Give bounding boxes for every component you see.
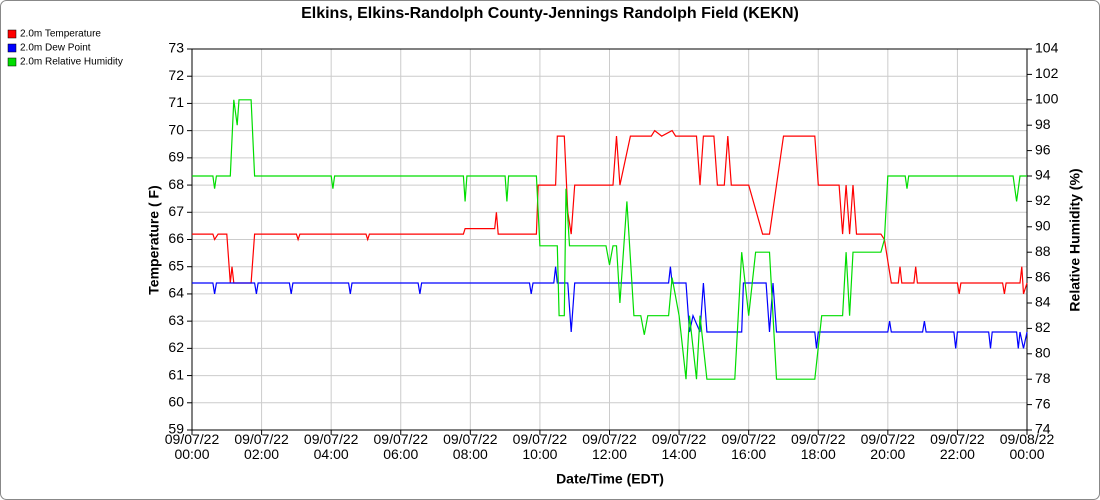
chart-title: Elkins, Elkins-Randolph County-Jennings … — [301, 5, 799, 22]
y-tick-label: 64 — [168, 285, 184, 301]
y-tick-label: 62 — [168, 339, 184, 355]
legend-swatch — [7, 29, 17, 39]
legend-label: 2.0m Temperature — [20, 29, 101, 40]
y2-tick-label: 96 — [1035, 141, 1051, 157]
y2-axis-label: Relative Humidity (%) — [1067, 168, 1083, 311]
x-tick-label: 09/07/22 04:00 — [303, 431, 359, 462]
x-tick-label: 09/07/22 20:00 — [860, 431, 916, 462]
y2-tick-label: 78 — [1035, 370, 1051, 386]
series-line — [192, 266, 1028, 349]
y-tick-label: 63 — [168, 312, 184, 328]
x-axis-label: Date/Time (EDT) — [556, 471, 664, 487]
y-axis-label: Temperature ( F) — [146, 185, 162, 294]
x-tick-label: 09/07/22 14:00 — [651, 431, 707, 462]
y-tick-label: 68 — [168, 176, 184, 192]
x-tick-label: 09/07/22 18:00 — [791, 431, 846, 462]
y2-tick-label: 94 — [1035, 167, 1051, 183]
x-tick-label: 09/07/22 06:00 — [373, 431, 429, 462]
y2-tick-label: 84 — [1035, 294, 1051, 310]
y-tick-label: 69 — [168, 149, 184, 165]
y-tick-label: 71 — [168, 94, 184, 110]
series-line — [192, 99, 1027, 380]
y-tick-label: 67 — [168, 203, 184, 219]
y2-tick-label: 88 — [1035, 243, 1051, 259]
x-tick-label: 09/07/22 12:00 — [582, 431, 637, 462]
legend-swatch — [7, 57, 17, 67]
y2-tick-label: 82 — [1035, 319, 1051, 335]
y2-tick-label: 104 — [1035, 40, 1059, 56]
legend-swatch — [7, 43, 17, 53]
y-tick-label: 73 — [168, 40, 184, 56]
y-tick-label: 65 — [168, 257, 184, 273]
x-tick-label: 09/07/22 08:00 — [443, 431, 498, 462]
y-tick-label: 59 — [168, 421, 184, 437]
series-line — [192, 129, 1028, 295]
legend-label: 2.0m Relative Humidity — [20, 57, 123, 68]
y2-tick-label: 90 — [1035, 218, 1051, 234]
y2-tick-label: 80 — [1035, 345, 1051, 361]
y-tick-label: 60 — [168, 393, 184, 409]
x-tick-label: 09/07/22 00:00 — [164, 431, 220, 462]
x-tick-label: 09/07/22 02:00 — [234, 431, 289, 462]
y-tick-label: 72 — [168, 67, 184, 83]
legend-label: 2.0m Dew Point — [20, 43, 91, 54]
x-tick-label: 09/07/22 10:00 — [512, 431, 568, 462]
x-tick-label: 09/08/22 00:00 — [999, 431, 1055, 462]
y2-tick-label: 92 — [1035, 192, 1051, 208]
y2-tick-label: 74 — [1035, 421, 1051, 437]
plot-border — [191, 48, 1028, 431]
y2-tick-label: 100 — [1035, 91, 1059, 107]
y2-tick-label: 76 — [1035, 395, 1051, 411]
y-tick-label: 61 — [168, 366, 184, 382]
y2-tick-label: 98 — [1035, 116, 1051, 132]
y-tick-label: 66 — [168, 230, 184, 246]
x-tick-label: 09/07/22 16:00 — [721, 431, 776, 462]
x-tick-label: 09/07/22 22:00 — [930, 431, 985, 462]
y2-tick-label: 86 — [1035, 268, 1051, 284]
y2-tick-label: 102 — [1035, 65, 1059, 81]
y-tick-label: 70 — [168, 121, 184, 137]
